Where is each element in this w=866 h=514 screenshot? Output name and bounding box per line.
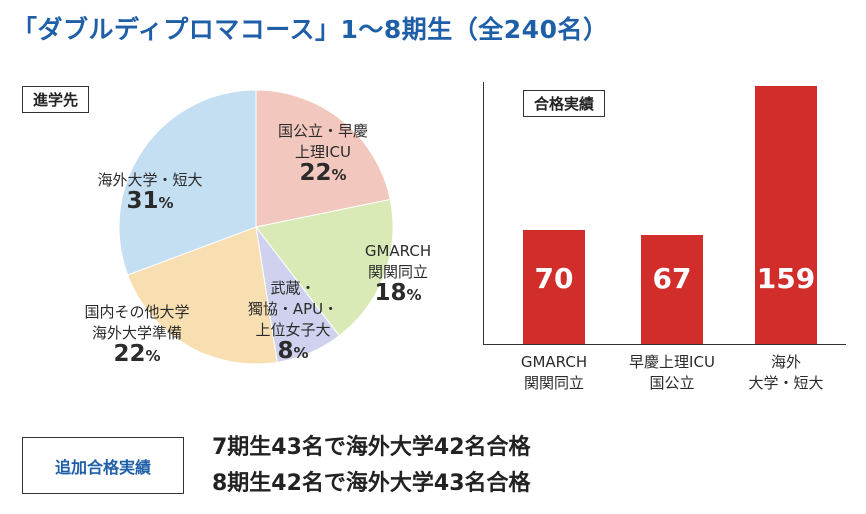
pie-pct: 18% [343, 280, 453, 306]
bar-category-line: GMARCH [520, 353, 588, 371]
pie-label-line: 国内その他大学 [84, 303, 190, 321]
pie-pct: 31% [80, 188, 220, 214]
pie-label-line: 海外大学準備 [91, 324, 182, 342]
page-title: 「ダブルディプロマコース」1〜8期生（全240名） [12, 15, 609, 44]
bar-value-label: 70 [534, 262, 574, 295]
bar-chart-title: 合格実績 [523, 90, 606, 117]
pie-label-line: 海外大学・短大 [97, 171, 203, 189]
pie-label-line: 獨協・APU・ [247, 300, 339, 318]
pie-pct-unit: % [406, 286, 422, 304]
pie-slice-kaigai [118, 89, 257, 276]
pie-pct-unit: % [293, 344, 309, 362]
pie-pct-unit: % [158, 194, 174, 212]
pie-pct-unit: % [331, 166, 347, 184]
pie-label-line: 武蔵・ [270, 279, 316, 297]
pie-pct: 8% [228, 338, 358, 364]
pie-label-line: 上理ICU [295, 143, 351, 161]
pie-label-line: GMARCH [364, 242, 432, 260]
pie-label-musashi: 武蔵・ 獨協・APU・ 上位女子大 8% [228, 278, 358, 364]
pie-pct-unit: % [145, 347, 161, 365]
pie-title: 進学先 [22, 86, 90, 113]
pie-pct: 22% [268, 160, 378, 186]
extra-results-line: 7期生43名で海外大学42名合格 [212, 435, 531, 460]
bar [755, 86, 817, 344]
bar-category-line: 早慶上理ICU [629, 353, 715, 371]
bar-value-label: 67 [652, 262, 692, 295]
pie-label-kokunai: 国内その他大学 海外大学準備 22% [62, 302, 212, 367]
pie-label-line: 関関同立 [367, 263, 428, 281]
bar-category-line: 大学・短大 [748, 374, 824, 392]
bar-category-label: GMARCH 関関同立 [494, 352, 614, 394]
bar-value-label: 159 [756, 262, 816, 295]
pie-label-kaigai: 海外大学・短大 31% [80, 170, 220, 214]
pie-pct: 22% [62, 341, 212, 367]
bar-category-label: 早慶上理ICU 国公立 [612, 352, 732, 394]
pie-pct-value: 8 [277, 338, 294, 364]
pie-label-line: 国公立・早慶 [277, 122, 368, 140]
bar-category-line: 海外 [770, 353, 801, 371]
pie-label-line: 上位女子大 [255, 321, 331, 339]
bar-category-label: 海外 大学・短大 [726, 352, 846, 394]
bar [523, 230, 585, 344]
extra-results-label: 追加合格実績 [22, 437, 184, 494]
pie-pct-value: 22 [113, 341, 146, 367]
bar [641, 235, 703, 344]
pie-label-gmarch: GMARCH 関関同立 18% [343, 241, 453, 306]
pie-pct-value: 18 [374, 280, 407, 306]
pie-label-kokkoritsu: 国公立・早慶 上理ICU 22% [268, 121, 378, 186]
extra-results-line: 8期生42名で海外大学43名合格 [212, 471, 531, 496]
bar-category-line: 関関同立 [523, 374, 584, 392]
pie-slice-kokkoritsu [255, 89, 391, 228]
pie-pct-value: 31 [126, 188, 159, 214]
bar-chart-frame [483, 82, 846, 345]
pie-slice-gmarch [255, 198, 394, 337]
pie-pct-value: 22 [299, 160, 332, 186]
bar-category-line: 国公立 [649, 374, 695, 392]
